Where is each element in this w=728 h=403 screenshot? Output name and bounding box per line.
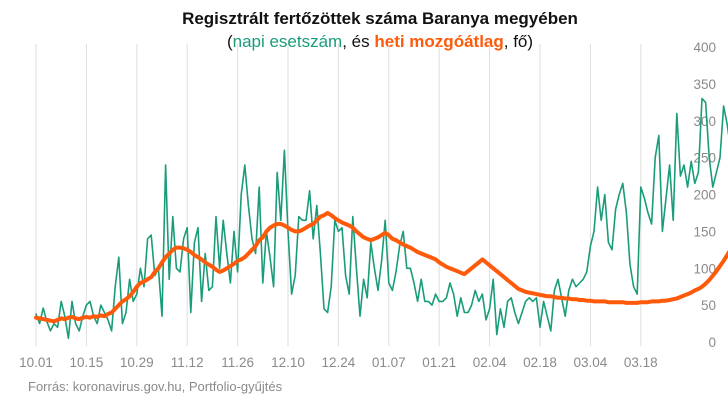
y-tick-label: 50	[701, 298, 716, 313]
x-axis-ticks: 10.01 10.15 10.29 11.12 11.26 12.10 12.24 01.07…	[19, 355, 658, 370]
y-tick-label: 0	[708, 335, 716, 350]
x-tick-label: 02.04	[473, 355, 507, 370]
chart-title: Regisztrált fertőzöttek száma Baranya me…	[182, 9, 578, 28]
x-tick-label: 10.15	[70, 355, 104, 370]
x-tick-label: 03.18	[624, 355, 658, 370]
legend-daily-label: napi esetszám	[233, 32, 343, 51]
y-tick-label: 200	[693, 188, 716, 203]
x-tick-label: 11.26	[221, 355, 254, 370]
daily-cases-line	[35, 97, 728, 340]
series-lines	[34, 97, 728, 340]
y-tick-label: 150	[693, 224, 716, 239]
subtitle-open: (	[227, 32, 233, 51]
y-tick-label: 400	[693, 40, 716, 55]
source-note: Forrás: koronavirus.gov.hu, Portfolio-gy…	[28, 379, 283, 394]
x-tick-label: 03.04	[574, 355, 608, 370]
x-tick-label: 12.24	[322, 355, 356, 370]
x-tick-label: 01.07	[372, 355, 406, 370]
chart-subtitle: (napi esetszám, és heti mozgóátlag, fő)	[227, 32, 533, 51]
x-tick-label: 02.18	[523, 355, 557, 370]
x-tick-label: 10.29	[120, 355, 154, 370]
y-tick-label: 350	[693, 77, 716, 92]
x-tick-label: 10.01	[19, 355, 53, 370]
subtitle-close: , fő)	[504, 32, 533, 51]
y-tick-label: 300	[693, 114, 716, 129]
x-tick-label: 12.10	[271, 355, 305, 370]
x-tick-label: 01.21	[422, 355, 456, 370]
moving-average-line	[34, 210, 728, 324]
legend-moving-avg-label: heti mozgóátlag	[374, 32, 503, 51]
y-tick-label: 250	[693, 151, 716, 166]
x-tick-label: 11.12	[171, 355, 204, 370]
y-tick-label: 100	[693, 261, 716, 276]
subtitle-middle: , és	[342, 32, 374, 51]
y-axis-ticks: 0 50 100 150 200 250 300 350 400	[693, 40, 716, 350]
